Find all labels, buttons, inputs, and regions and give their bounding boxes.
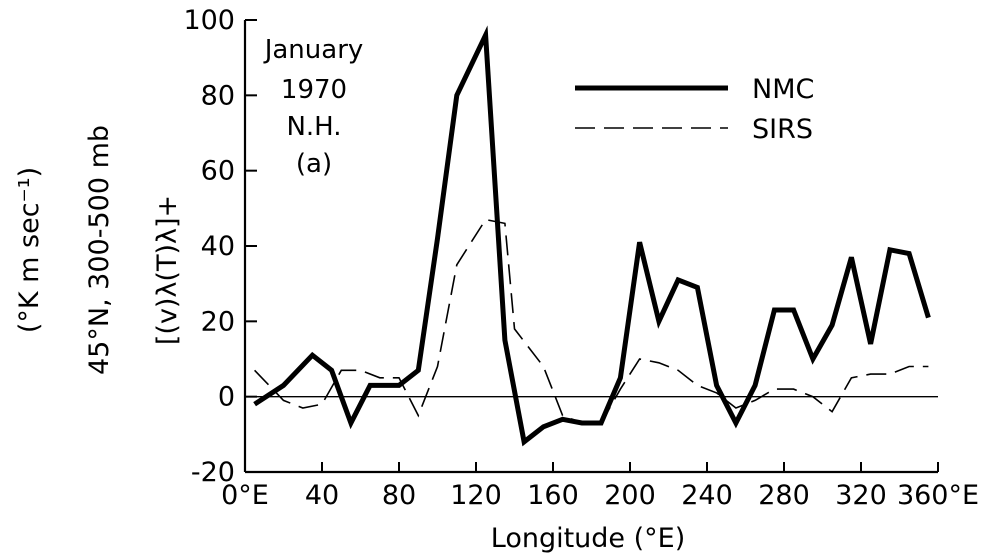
legend: NMC SIRS	[575, 74, 814, 145]
x-tick-label: 200	[604, 480, 656, 511]
series-line-sirs	[254, 218, 929, 424]
y-tick-label: 0	[218, 382, 235, 413]
y-axis-title: [(v)λ(T)λ]+	[152, 195, 183, 345]
x-tick-label: 160	[527, 480, 579, 511]
x-tick-label: 360°E	[897, 480, 979, 511]
series-lines	[253, 25, 931, 447]
axis-ticks: -20 0 20 40 60 80 100 0°E 40 80 120 160 200 240 280 320…	[183, 5, 979, 511]
x-tick-label: 0°E	[221, 480, 269, 511]
y-tick-label: 100	[183, 5, 235, 36]
x-tick-label: 320	[835, 480, 887, 511]
x-tick-label: 120	[450, 480, 502, 511]
y-axis-units: (°K m sec⁻¹)	[14, 167, 45, 333]
annotation-line-2: 1970	[281, 75, 347, 105]
x-axis-title: Longitude (°E)	[491, 523, 686, 554]
series-line-nmc	[253, 25, 931, 447]
x-tick-label: 80	[382, 480, 416, 511]
annotation-line-3: N.H.	[286, 112, 341, 142]
y-tick-label: 20	[201, 306, 235, 337]
y-tick-label: 80	[201, 80, 235, 111]
annotation-line-4: (a)	[296, 149, 332, 179]
legend-label-sirs: SIRS	[752, 114, 813, 145]
x-tick-label: 40	[305, 480, 339, 511]
annotation-line-1: January	[263, 35, 364, 65]
y-axis-title-outer: 45°N, 300-500 mb	[84, 125, 115, 375]
annotation-block: January 1970 N.H. (a)	[263, 35, 364, 179]
x-tick-label: 280	[758, 480, 810, 511]
y-tick-label: 60	[201, 156, 235, 187]
y-tick-label: 40	[201, 231, 235, 262]
y-tick-label: -20	[191, 457, 235, 488]
x-tick-label: 240	[681, 480, 733, 511]
legend-label-nmc: NMC	[752, 74, 814, 105]
